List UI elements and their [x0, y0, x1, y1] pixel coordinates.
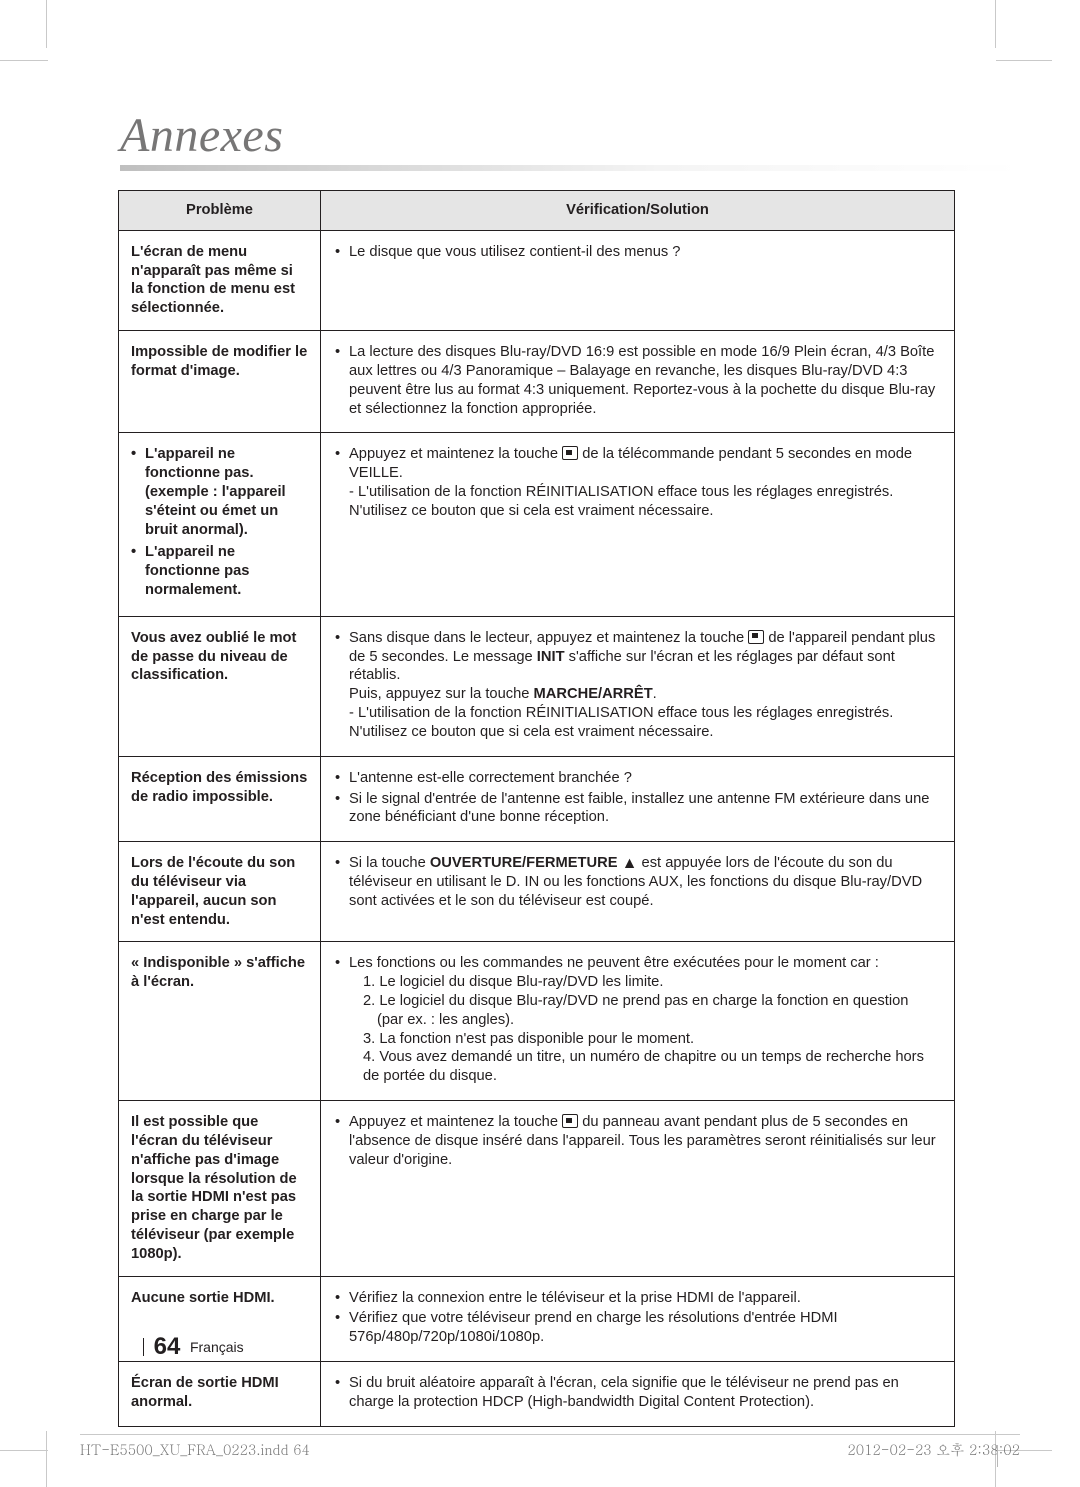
- heading-block: Annexes: [0, 108, 1080, 171]
- imprint-tick: [997, 1445, 998, 1467]
- solution-item: Si la touche OUVERTURE/FERMETURE ▲ est a…: [335, 854, 940, 910]
- solution-cell: Appuyez et maintenez la touche de la tél…: [321, 433, 955, 617]
- solution-item: La lecture des disques Blu-ray/DVD 16:9 …: [335, 343, 940, 418]
- page-number: 64: [154, 1333, 181, 1360]
- table-row: Réception des émissions de radio impossi…: [119, 756, 955, 841]
- solution-item: Appuyez et maintenez la touche du pannea…: [335, 1113, 940, 1169]
- table-row: Écran de sortie HDMI anormal. Si du bruit…: [119, 1362, 955, 1427]
- stop-icon: [748, 630, 764, 644]
- solution-cell: Vérifiez la connexion entre le téléviseu…: [321, 1276, 955, 1361]
- solution-item: Si le signal d'entrée de l'antenne est f…: [335, 790, 940, 828]
- table-row: Il est possible que l'écran du téléviseu…: [119, 1101, 955, 1277]
- imprint-file: HT-E5500_XU_FRA_0223.indd 64: [80, 1439, 310, 1459]
- table-row: Lors de l'écoute du son du téléviseur vi…: [119, 842, 955, 942]
- table-row: Aucune sortie HDMI.Vérifiez la connexion…: [119, 1276, 955, 1361]
- problem-cell: Il est possible que l'écran du téléviseu…: [119, 1101, 321, 1277]
- table-row: « Indisponible » s'affiche à l'écran.Les…: [119, 942, 955, 1101]
- problem-item: L'appareil ne fonctionne pas.(exemple : …: [131, 445, 308, 539]
- solution-cell: La lecture des disques Blu-ray/DVD 16:9 …: [321, 331, 955, 433]
- problem-cell: Écran de sortie HDMI anormal.: [119, 1362, 321, 1427]
- col-header-problem: Problème: [119, 191, 321, 231]
- col-header-solution: Vérification/Solution: [321, 191, 955, 231]
- solution-cell: Les fonctions ou les commandes ne peuven…: [321, 942, 955, 1101]
- solution-cell: Le disque que vous utilisez contient-il …: [321, 230, 955, 330]
- problem-cell: Impossible de modifier le format d'image…: [119, 331, 321, 433]
- stop-icon: [562, 1114, 578, 1128]
- solution-item: Sans disque dans le lecteur, appuyez et …: [335, 629, 940, 742]
- heading-underline: [120, 165, 1020, 171]
- problem-cell: L'écran de menu n'apparaît pas même si l…: [119, 230, 321, 330]
- imprint-timestamp: 2012-02-23 오후 2:38:02: [847, 1439, 1020, 1459]
- crop-mark: [0, 1450, 48, 1451]
- solution-item: Vérifiez que votre téléviseur prend en c…: [335, 1309, 940, 1347]
- problem-cell: L'appareil ne fonctionne pas.(exemple : …: [119, 433, 321, 617]
- stop-icon: [562, 446, 578, 460]
- solution-item: Appuyez et maintenez la touche de la tél…: [335, 445, 940, 520]
- crop-mark: [0, 60, 48, 61]
- solution-cell: Appuyez et maintenez la touche du pannea…: [321, 1101, 955, 1277]
- crop-mark: [996, 60, 1052, 61]
- content-area: Problème Vérification/Solution L'écran d…: [118, 190, 954, 1427]
- footer-language: Français: [190, 1339, 244, 1355]
- problem-cell: Réception des émissions de radio impossi…: [119, 756, 321, 841]
- imprint: HT-E5500_XU_FRA_0223.indd 64 2012-02-23 …: [80, 1439, 1020, 1459]
- page-title: Annexes: [120, 108, 1080, 163]
- crop-mark: [995, 0, 996, 48]
- imprint-rule: [80, 1434, 1020, 1435]
- table-row: Vous avez oublié le mot de passe du nive…: [119, 616, 955, 756]
- crop-mark: [46, 0, 47, 48]
- problem-cell: Vous avez oublié le mot de passe du nive…: [119, 616, 321, 756]
- solution-item: L'antenne est-elle correctement branchée…: [335, 769, 940, 788]
- solution-item: Le disque que vous utilisez contient-il …: [335, 243, 940, 262]
- table-row: Impossible de modifier le format d'image…: [119, 331, 955, 433]
- solution-item: Vérifiez la connexion entre le téléviseu…: [335, 1289, 940, 1308]
- solution-cell: Si du bruit aléatoire apparaît à l'écran…: [321, 1362, 955, 1427]
- table-row: L'appareil ne fonctionne pas.(exemple : …: [119, 433, 955, 617]
- eject-icon: ▲: [622, 859, 638, 869]
- problem-cell: « Indisponible » s'affiche à l'écran.: [119, 942, 321, 1101]
- document-page: Annexes Problème Vérification/Solution L…: [0, 0, 1080, 1479]
- troubleshooting-table: Problème Vérification/Solution L'écran d…: [118, 190, 955, 1427]
- solution-item: Les fonctions ou les commandes ne peuven…: [335, 954, 940, 1086]
- solution-cell: Sans disque dans le lecteur, appuyez et …: [321, 616, 955, 756]
- problem-cell: Lors de l'écoute du son du téléviseur vi…: [119, 842, 321, 942]
- solution-item: Si du bruit aléatoire apparaît à l'écran…: [335, 1374, 940, 1412]
- footer-bar-icon: [143, 1338, 144, 1356]
- problem-item: L'appareil ne fonctionne pas normalement…: [131, 543, 308, 599]
- table-row: L'écran de menu n'apparaît pas même si l…: [119, 230, 955, 330]
- solution-cell: Si la touche OUVERTURE/FERMETURE ▲ est a…: [321, 842, 955, 942]
- page-footer: 64 Français: [143, 1333, 244, 1361]
- solution-cell: L'antenne est-elle correctement branchée…: [321, 756, 955, 841]
